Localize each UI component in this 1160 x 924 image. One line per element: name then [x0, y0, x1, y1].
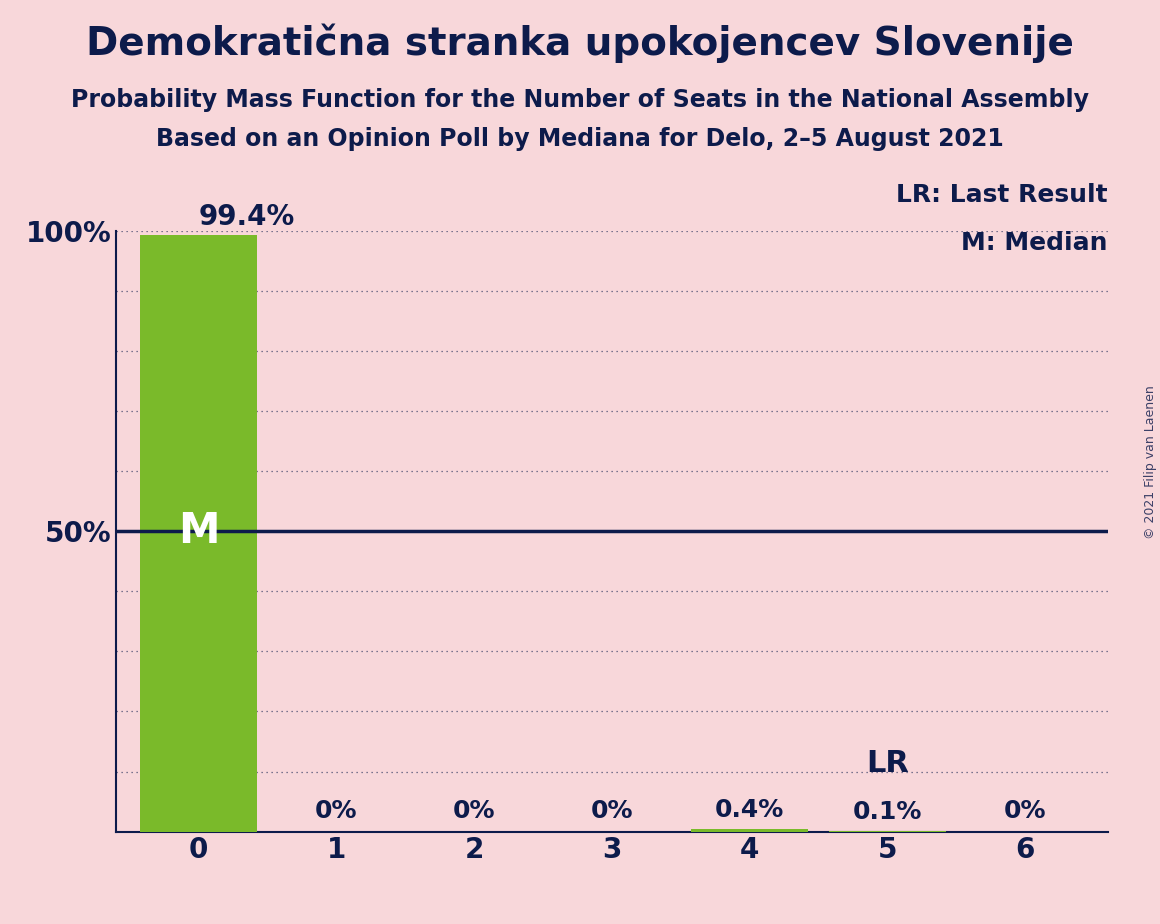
Text: Probability Mass Function for the Number of Seats in the National Assembly: Probability Mass Function for the Number… — [71, 88, 1089, 112]
Text: M: Median: M: Median — [962, 231, 1108, 255]
Text: Demokratična stranka upokojencev Slovenije: Demokratična stranka upokojencev Sloveni… — [86, 23, 1074, 63]
Text: Based on an Opinion Poll by Mediana for Delo, 2–5 August 2021: Based on an Opinion Poll by Mediana for … — [157, 127, 1003, 151]
Text: 99.4%: 99.4% — [198, 203, 295, 231]
Text: 0%: 0% — [590, 798, 633, 822]
Bar — [691, 829, 809, 832]
Text: 0.1%: 0.1% — [853, 800, 922, 824]
Text: 0%: 0% — [1003, 798, 1046, 822]
Text: 0%: 0% — [452, 798, 495, 822]
Text: LR: LR — [867, 748, 908, 778]
Text: 0%: 0% — [316, 798, 357, 822]
Text: M: M — [177, 510, 219, 553]
Text: © 2021 Filip van Laenen: © 2021 Filip van Laenen — [1144, 385, 1158, 539]
Text: 0.4%: 0.4% — [715, 798, 784, 822]
Bar — [140, 235, 258, 832]
Text: LR: Last Result: LR: Last Result — [897, 183, 1108, 207]
